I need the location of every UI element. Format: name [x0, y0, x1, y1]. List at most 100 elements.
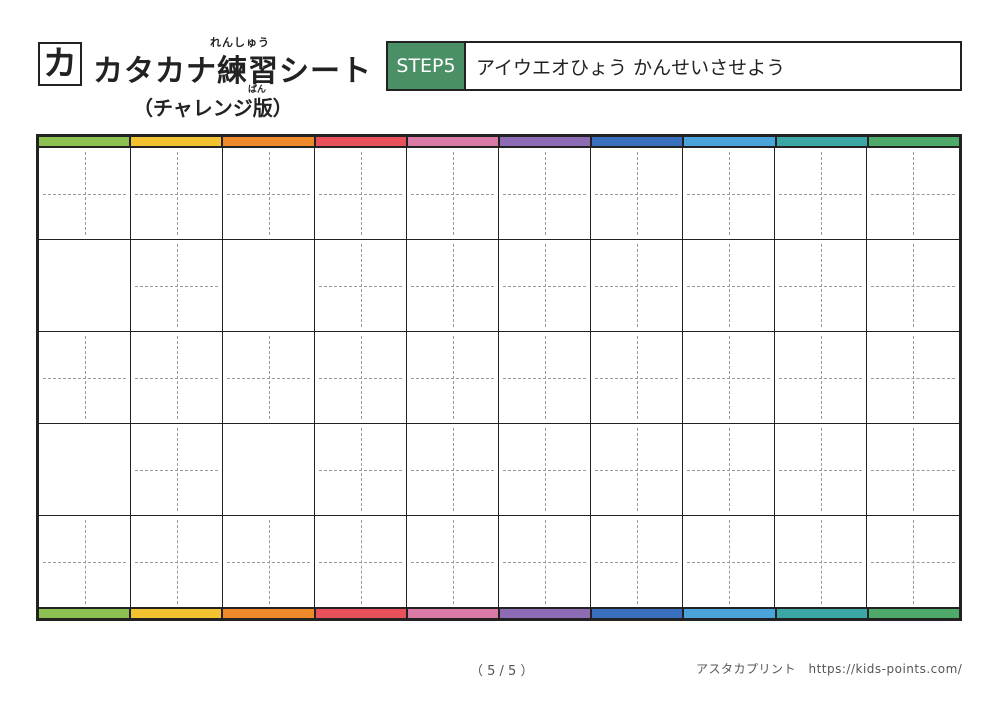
- guide-line-horizontal: [871, 470, 955, 471]
- color-band-segment: [39, 137, 132, 146]
- guide-line-vertical: [361, 336, 362, 419]
- guide-line-vertical: [729, 152, 730, 235]
- guide-line-horizontal: [687, 378, 770, 379]
- practice-cell: [499, 240, 591, 332]
- practice-cell: [315, 424, 407, 516]
- practice-cell: [591, 148, 683, 240]
- practice-cell: [867, 424, 959, 516]
- guide-line-vertical: [637, 336, 638, 419]
- guide-line-horizontal: [687, 286, 770, 287]
- practice-cell: [867, 516, 959, 608]
- color-band-bottom: [39, 607, 960, 618]
- guide-line-vertical: [177, 428, 178, 511]
- guide-line-horizontal: [779, 562, 862, 563]
- grid-cells: [39, 148, 959, 608]
- kana-badge: カ: [38, 42, 82, 86]
- color-band-segment: [500, 609, 593, 618]
- guide-line-vertical: [361, 244, 362, 327]
- practice-cell: [315, 240, 407, 332]
- guide-line-horizontal: [227, 562, 310, 563]
- guide-line-horizontal: [871, 562, 955, 563]
- guide-line-vertical: [545, 244, 546, 327]
- color-band-segment: [776, 609, 869, 618]
- guide-line-horizontal: [687, 562, 770, 563]
- guide-line-vertical: [913, 336, 914, 419]
- guide-line-horizontal: [779, 378, 862, 379]
- site-credit: アスタカプリント https://kids-points.com/: [696, 662, 963, 676]
- guide-line-vertical: [821, 244, 822, 327]
- guide-line-horizontal: [135, 194, 218, 195]
- practice-cell: [131, 332, 223, 424]
- practice-cell: [315, 516, 407, 608]
- guide-line-horizontal: [779, 194, 862, 195]
- practice-cell: [407, 516, 499, 608]
- guide-line-horizontal: [319, 194, 402, 195]
- guide-line-vertical: [361, 152, 362, 235]
- guide-line-horizontal: [595, 286, 678, 287]
- guide-line-vertical: [545, 428, 546, 511]
- guide-line-horizontal: [319, 470, 402, 471]
- practice-grid: [36, 134, 962, 621]
- practice-cell: [407, 332, 499, 424]
- guide-line-vertical: [545, 152, 546, 235]
- color-band-segment: [868, 137, 960, 146]
- guide-line-horizontal: [43, 378, 126, 379]
- guide-line-vertical: [453, 428, 454, 511]
- guide-line-vertical: [177, 244, 178, 327]
- practice-cell: [131, 240, 223, 332]
- practice-cell: [499, 424, 591, 516]
- practice-cell: [407, 240, 499, 332]
- practice-cell: [407, 424, 499, 516]
- guide-line-vertical: [269, 152, 270, 235]
- practice-cell: [39, 332, 131, 424]
- color-band-segment: [684, 609, 777, 618]
- practice-cell: [223, 516, 315, 608]
- practice-cell: [683, 148, 775, 240]
- practice-cell: [775, 148, 867, 240]
- guide-line-horizontal: [411, 470, 494, 471]
- practice-cell: [131, 148, 223, 240]
- color-band-segment: [500, 137, 593, 146]
- color-band-segment: [684, 137, 777, 146]
- practice-cell: [591, 516, 683, 608]
- guide-line-vertical: [85, 152, 86, 235]
- guide-line-horizontal: [411, 286, 494, 287]
- practice-cell: [407, 148, 499, 240]
- guide-line-horizontal: [319, 562, 402, 563]
- practice-cell: [591, 424, 683, 516]
- guide-line-horizontal: [503, 378, 586, 379]
- guide-line-horizontal: [227, 194, 310, 195]
- guide-line-vertical: [177, 152, 178, 235]
- guide-line-vertical: [85, 336, 86, 419]
- guide-line-horizontal: [687, 470, 770, 471]
- guide-line-horizontal: [871, 286, 955, 287]
- practice-cell: [775, 240, 867, 332]
- guide-line-horizontal: [135, 562, 218, 563]
- guide-line-horizontal: [595, 194, 678, 195]
- guide-line-horizontal: [595, 470, 678, 471]
- practice-cell: [775, 332, 867, 424]
- guide-line-horizontal: [871, 194, 955, 195]
- step-label: STEP5: [388, 43, 466, 89]
- guide-line-vertical: [913, 244, 914, 327]
- subtitle-ruby: ばん: [248, 85, 267, 95]
- guide-line-horizontal: [779, 286, 862, 287]
- practice-cell: [131, 516, 223, 608]
- practice-cell: [867, 332, 959, 424]
- guide-line-horizontal: [503, 286, 586, 287]
- guide-line-vertical: [821, 428, 822, 511]
- color-band-segment: [315, 609, 408, 618]
- guide-line-horizontal: [503, 194, 586, 195]
- practice-cell: [775, 424, 867, 516]
- guide-line-vertical: [177, 336, 178, 419]
- page-title: カタカナ練習シート: [93, 54, 372, 89]
- practice-cell: [131, 424, 223, 516]
- guide-line-vertical: [637, 244, 638, 327]
- guide-line-horizontal: [411, 562, 494, 563]
- practice-cell: [223, 332, 315, 424]
- practice-cell: [315, 148, 407, 240]
- color-band-segment: [131, 137, 224, 146]
- practice-cell: [499, 148, 591, 240]
- guide-line-horizontal: [135, 378, 218, 379]
- guide-line-horizontal: [411, 378, 494, 379]
